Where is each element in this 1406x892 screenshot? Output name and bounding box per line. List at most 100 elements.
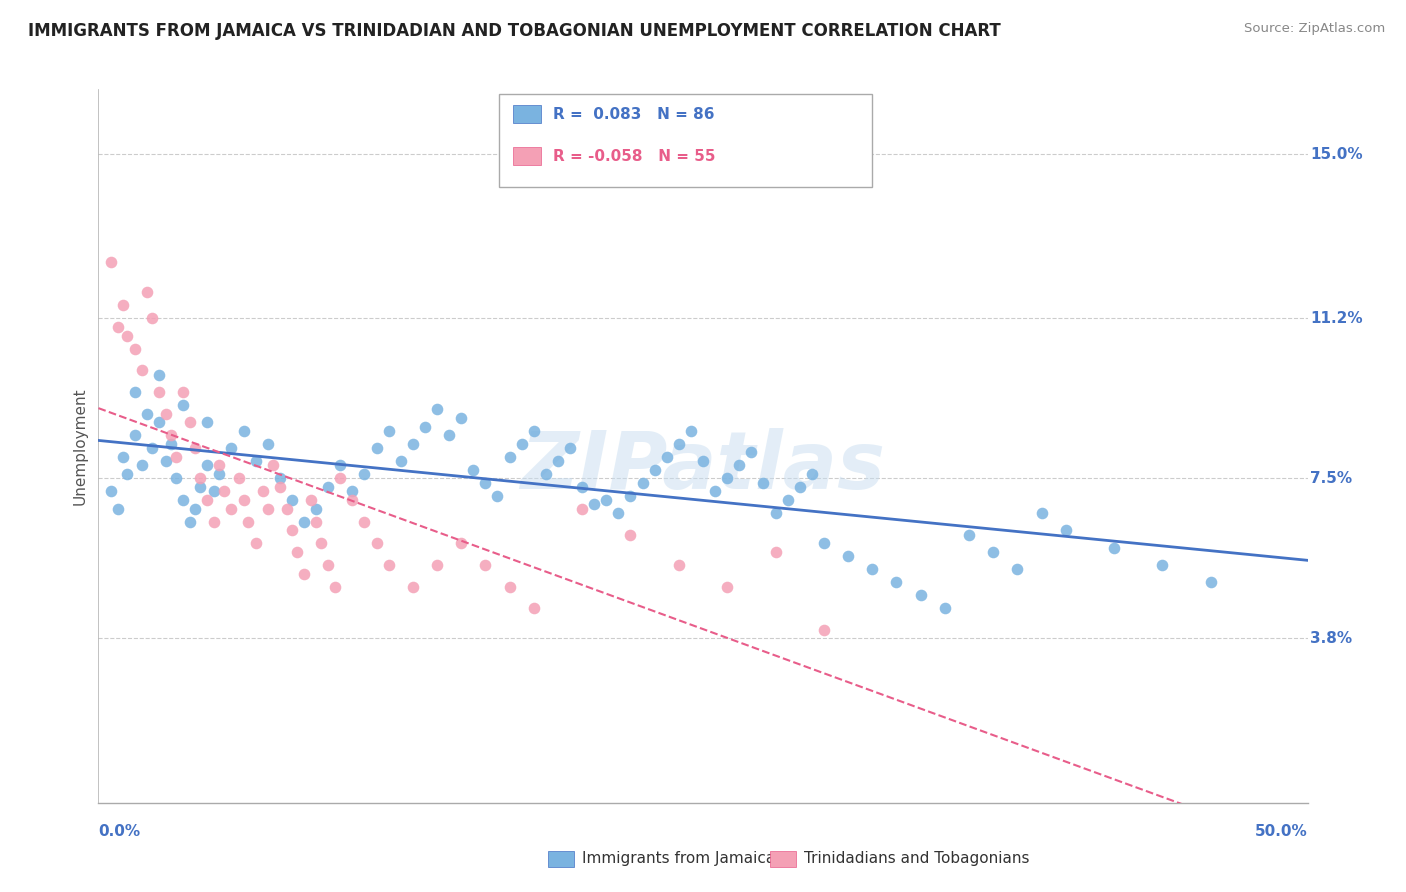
Text: R = -0.058   N = 55: R = -0.058 N = 55 bbox=[553, 149, 716, 163]
Point bbox=[172, 493, 194, 508]
Point bbox=[486, 489, 509, 503]
Point bbox=[765, 506, 787, 520]
Point bbox=[135, 285, 157, 300]
Point bbox=[426, 402, 449, 417]
Point bbox=[269, 471, 291, 485]
Point bbox=[100, 255, 122, 269]
Point bbox=[644, 463, 666, 477]
Point bbox=[155, 454, 177, 468]
Point bbox=[510, 437, 533, 451]
Point bbox=[165, 450, 187, 464]
Point bbox=[232, 493, 254, 508]
Point bbox=[474, 558, 496, 572]
Point bbox=[813, 623, 835, 637]
Point bbox=[111, 450, 134, 464]
Point bbox=[316, 480, 339, 494]
Point bbox=[292, 566, 315, 581]
Point bbox=[619, 527, 641, 541]
Point bbox=[571, 480, 593, 494]
Point bbox=[221, 441, 243, 455]
Text: IMMIGRANTS FROM JAMAICA VS TRINIDADIAN AND TOBAGONIAN UNEMPLOYMENT CORRELATION C: IMMIGRANTS FROM JAMAICA VS TRINIDADIAN A… bbox=[28, 22, 1001, 40]
Text: 15.0%: 15.0% bbox=[1310, 146, 1362, 161]
Point bbox=[789, 480, 811, 494]
Point bbox=[329, 458, 352, 473]
Point bbox=[204, 484, 226, 499]
Point bbox=[655, 450, 678, 464]
Point bbox=[595, 493, 617, 508]
Point bbox=[160, 428, 183, 442]
Point bbox=[204, 515, 226, 529]
Point bbox=[837, 549, 859, 564]
Point bbox=[117, 467, 139, 482]
Point bbox=[208, 467, 231, 482]
Point bbox=[1007, 562, 1029, 576]
Point bbox=[299, 493, 322, 508]
Point bbox=[195, 415, 218, 429]
Point bbox=[583, 497, 606, 511]
Text: 11.2%: 11.2% bbox=[1310, 311, 1362, 326]
Point bbox=[305, 501, 328, 516]
Point bbox=[752, 475, 775, 490]
Point bbox=[342, 484, 364, 499]
Point bbox=[437, 428, 460, 442]
Point bbox=[281, 524, 304, 538]
Point bbox=[498, 450, 520, 464]
Point bbox=[800, 467, 823, 482]
Point bbox=[886, 575, 908, 590]
Point bbox=[498, 580, 520, 594]
Point bbox=[776, 493, 799, 508]
Point bbox=[172, 384, 194, 399]
Point bbox=[1152, 558, 1174, 572]
Point bbox=[619, 489, 641, 503]
Point bbox=[107, 501, 129, 516]
Point bbox=[262, 458, 284, 473]
Point bbox=[124, 384, 146, 399]
Point bbox=[765, 545, 787, 559]
Text: ZIPatlas: ZIPatlas bbox=[520, 428, 886, 507]
Point bbox=[188, 471, 211, 485]
Point bbox=[353, 467, 375, 482]
Text: 50.0%: 50.0% bbox=[1254, 824, 1308, 839]
Point bbox=[668, 558, 690, 572]
Point bbox=[195, 493, 218, 508]
Point bbox=[547, 454, 569, 468]
Point bbox=[402, 580, 425, 594]
Point bbox=[353, 515, 375, 529]
Point bbox=[256, 501, 278, 516]
Point bbox=[155, 407, 177, 421]
Point bbox=[679, 424, 702, 438]
Point bbox=[981, 545, 1004, 559]
Point bbox=[463, 463, 485, 477]
Point bbox=[131, 458, 153, 473]
Point bbox=[474, 475, 496, 490]
Text: Trinidadians and Tobagonians: Trinidadians and Tobagonians bbox=[804, 852, 1029, 866]
Point bbox=[704, 484, 727, 499]
Point bbox=[668, 437, 690, 451]
Point bbox=[1054, 524, 1077, 538]
Y-axis label: Unemployment: Unemployment bbox=[72, 387, 87, 505]
Point bbox=[450, 536, 472, 550]
Point bbox=[1102, 541, 1125, 555]
Point bbox=[111, 298, 134, 312]
Point bbox=[1031, 506, 1053, 520]
Point bbox=[100, 484, 122, 499]
Point bbox=[305, 515, 328, 529]
Point bbox=[135, 407, 157, 421]
Point bbox=[342, 493, 364, 508]
Point bbox=[285, 545, 308, 559]
Point bbox=[934, 601, 956, 615]
Point bbox=[1199, 575, 1222, 590]
Point bbox=[165, 471, 187, 485]
Point bbox=[160, 437, 183, 451]
Text: Source: ZipAtlas.com: Source: ZipAtlas.com bbox=[1244, 22, 1385, 36]
Point bbox=[148, 368, 170, 382]
Point bbox=[148, 384, 170, 399]
Point bbox=[523, 424, 546, 438]
Point bbox=[377, 424, 399, 438]
Point bbox=[534, 467, 557, 482]
Point bbox=[716, 580, 738, 594]
Point bbox=[292, 515, 315, 529]
Point bbox=[148, 415, 170, 429]
Point bbox=[957, 527, 980, 541]
Text: 0.0%: 0.0% bbox=[98, 824, 141, 839]
